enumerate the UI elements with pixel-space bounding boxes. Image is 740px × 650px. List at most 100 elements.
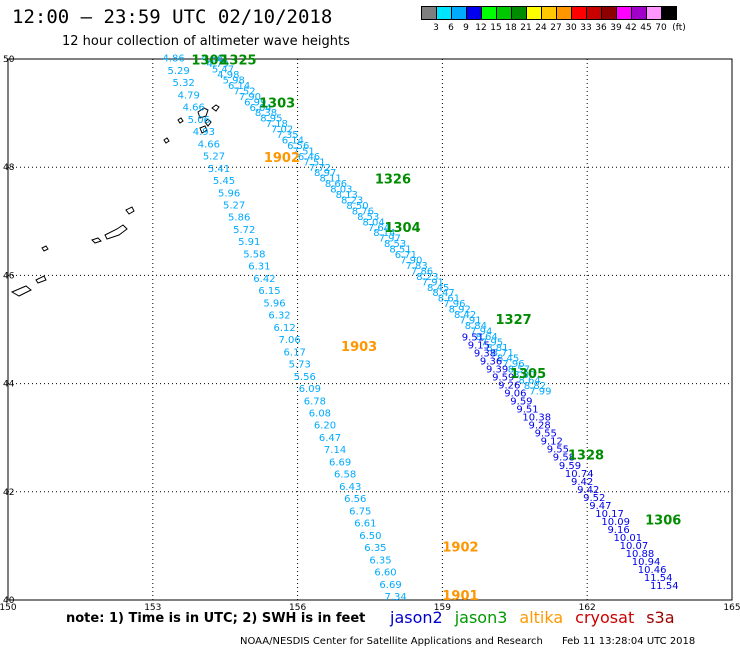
wave-height-value: 5.96	[218, 188, 240, 199]
wave-height-value: 8.42	[454, 310, 476, 321]
wave-height-value: 6.69	[329, 457, 351, 468]
wave-height-value: 5.96	[263, 298, 285, 309]
island-kuril-1	[197, 104, 220, 134]
map-title: 12:00 — 23:59 UTC 02/10/2018	[12, 6, 333, 28]
wave-height-value: 7.91	[422, 277, 444, 288]
wave-height-value: 8.50	[346, 201, 368, 212]
legend-level-label: 15	[490, 23, 502, 33]
wave-height-value: 9.39	[486, 364, 508, 375]
wave-height-value: 6.31	[248, 262, 270, 273]
wave-height-value: 10.01	[614, 533, 643, 544]
altimeter-tracks: 4.865.295.324.794.665.064.934.665.275.41…	[162, 54, 678, 603]
wave-height-value: 6.78	[304, 396, 326, 407]
legend-level-label: 9	[463, 23, 469, 33]
legend-swatch	[661, 6, 677, 20]
wave-height-value: 6.99	[244, 97, 266, 108]
orbit-number-label: 1327	[495, 313, 531, 328]
wave-height-value: 6.42	[253, 274, 275, 285]
lat-tick-label: 42	[3, 488, 14, 498]
wave-height-value: 7.51	[303, 157, 325, 168]
wave-height-value: 10.38	[522, 413, 551, 424]
lon-tick-label: 159	[434, 603, 451, 613]
legend-level-label: 30	[565, 23, 577, 33]
wave-height-value: 4.93	[193, 127, 215, 138]
coastline	[10, 104, 220, 297]
wave-height-value: 8.13	[336, 190, 358, 201]
lat-tick-label: 46	[3, 271, 15, 281]
wave-height-value: 5.41	[208, 164, 230, 175]
wave-height-value: 7.96	[502, 359, 524, 370]
island-kuril-3	[91, 206, 135, 244]
wave-height-value: 7.14	[324, 445, 346, 456]
legend-unit: (ft)	[672, 23, 686, 33]
island-kuril-2	[163, 117, 184, 144]
wave-height-value: 8.38	[255, 108, 277, 119]
wave-height-value: 7.96	[443, 299, 465, 310]
wave-height-value: 4.86	[162, 54, 184, 65]
wave-height-value: 8.00	[513, 370, 535, 381]
lon-tick-label: 165	[723, 603, 740, 613]
lon-tick-label: 153	[144, 603, 161, 613]
legend-level-label: 18	[505, 23, 517, 33]
timestamp: Feb 11 13:28:04 UTC 2018	[561, 636, 696, 647]
wave-height-value: 6.32	[268, 311, 290, 322]
wave-height-value: 10.94	[632, 557, 661, 568]
wave-height-value: 6.15	[258, 286, 280, 297]
legend-level-label: 12	[475, 23, 487, 33]
lon-tick-label: 150	[0, 603, 17, 613]
legend-level-label: 33	[580, 23, 592, 33]
wave-height-value: 10.07	[620, 541, 649, 552]
wave-height-value: 6.56	[287, 141, 309, 152]
footnote: note: 1) Time is in UTC; 2) SWH is in fe…	[66, 611, 366, 626]
wave-height-value: 9.36	[480, 356, 502, 367]
color-scale-legend	[421, 6, 677, 20]
legend-level-label: 27	[550, 23, 562, 33]
wave-height-value: 9.12	[541, 437, 563, 448]
wave-height-value: 5.47	[212, 65, 234, 76]
wave-height-value: 7.52	[233, 86, 255, 97]
wave-height-value: 6.12	[273, 323, 295, 334]
wave-height-value: 6.58	[334, 470, 356, 481]
legend-level-label: 42	[625, 23, 637, 33]
satellite-legend-item: s3a	[646, 608, 675, 627]
axis-ticks: 150 153 156 159 162 165 40 42 44 46 48 50	[0, 55, 740, 613]
wave-height-value: 10.88	[626, 549, 655, 560]
lon-tick-label: 156	[289, 603, 306, 613]
map-subtitle: 12 hour collection of altimeter wave hei…	[62, 34, 350, 49]
wave-height-value: 7.91	[459, 316, 481, 327]
wave-height-value: 8.14	[373, 228, 395, 239]
wave-height-value: 7.94	[470, 326, 492, 337]
wave-height-value: 6.35	[369, 555, 391, 566]
wave-height-value: 8.61	[438, 294, 460, 305]
wave-height-value: 9.52	[583, 493, 605, 504]
satellite-legend-item: jason3	[454, 608, 508, 627]
wave-height-value: 4.66	[198, 139, 220, 150]
wave-height-value: 9.42	[571, 477, 593, 488]
wave-height-value: 5.45	[213, 176, 235, 187]
wave-height-value: 6.71	[395, 250, 417, 261]
orbit-number-label: 1326	[375, 172, 411, 187]
wave-height-value: 8.23	[341, 196, 363, 207]
lat-tick-label: 44	[3, 380, 15, 390]
orbit-number-label: 1303	[259, 97, 295, 112]
wave-height-value: 6.04	[249, 103, 271, 114]
legend-level-label: 70	[655, 23, 667, 33]
legend-level-label: 36	[595, 23, 607, 33]
wave-height-value: 6.14	[282, 136, 304, 147]
satellite-legend-item: altika	[519, 608, 564, 627]
wave-height-value: 8.45	[497, 354, 519, 365]
legend-level-label: 6	[448, 23, 454, 33]
wave-height-value: 7.06	[279, 335, 301, 346]
satellite-legend-item: jason2	[390, 608, 443, 627]
wave-height-value: 8.51	[389, 245, 411, 256]
wave-height-value: 4.98	[217, 70, 239, 81]
orbit-number-label: 1325	[220, 53, 256, 68]
wave-height-value: 7.35	[276, 130, 298, 141]
wave-height-value: 4.79	[206, 59, 228, 70]
wave-height-value: 6.69	[379, 580, 401, 591]
wave-height-value: 7.90	[239, 92, 261, 103]
wave-height-value: 8.84	[465, 321, 487, 332]
wave-height-value: 6.61	[354, 519, 376, 530]
wave-height-value: 7.51	[293, 146, 315, 157]
wave-height-value: 4.79	[178, 90, 200, 101]
